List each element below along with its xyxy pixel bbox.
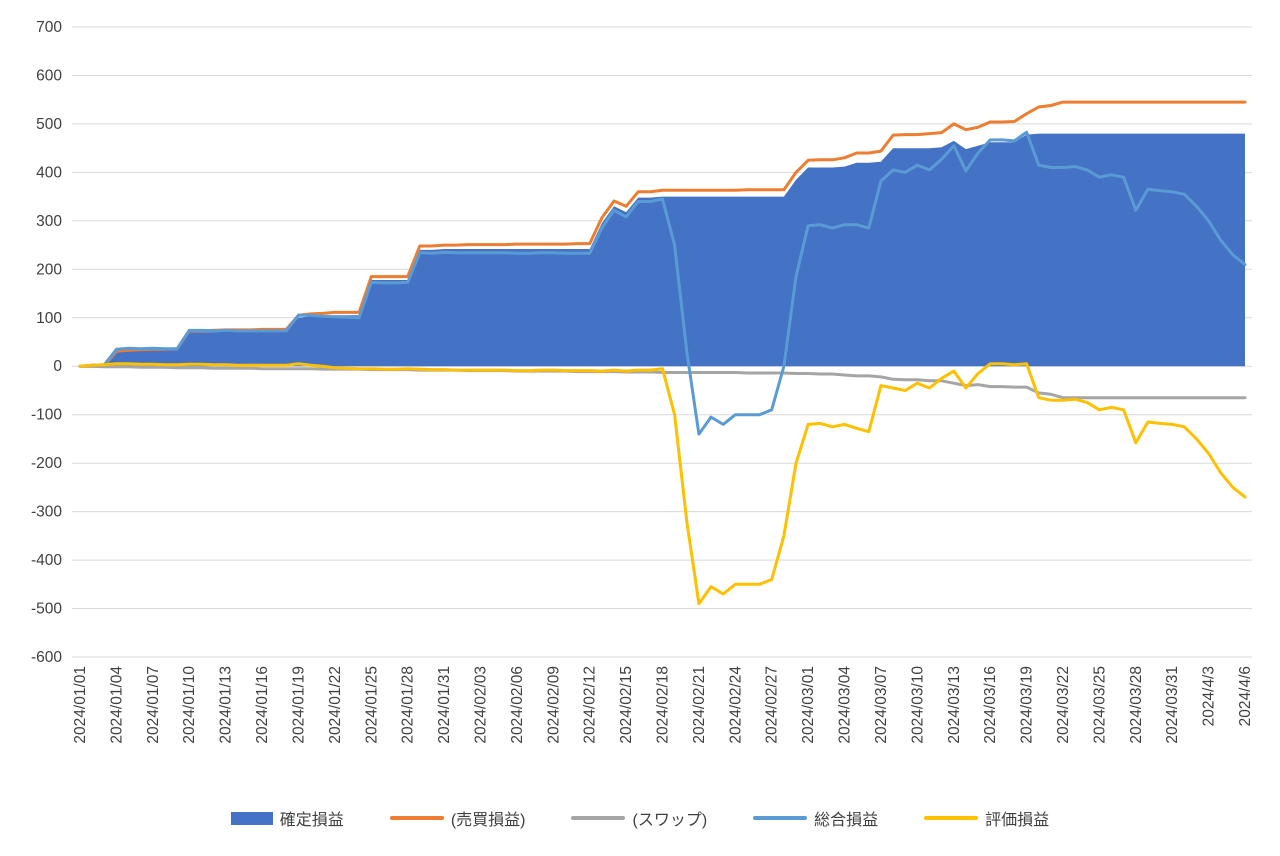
series-total-pl[interactable] (78, 130, 1247, 436)
legend-item-total-pl[interactable]: 総合損益 (753, 806, 878, 830)
x-axis-tick-label: 2024/01/19 (290, 666, 307, 744)
x-axis-tick-label: 2024/01/28 (400, 666, 417, 744)
x-axis-tick-label: 2024/01/07 (145, 666, 162, 744)
x-axis-tick-label: 2024/01/10 (181, 666, 198, 744)
y-axis-tick-label: 300 (36, 213, 62, 230)
x-axis-tick-label: 2024/02/09 (545, 666, 562, 744)
x-axis-tick-label: 2024/03/19 (1019, 666, 1036, 744)
legend-item-trading-pl[interactable]: (売買損益) (389, 806, 526, 830)
x-axis-tick-label: 2024/03/01 (800, 666, 817, 744)
x-axis-tick-label: 2024/02/18 (655, 666, 672, 744)
y-axis-tick-label: -600 (31, 649, 62, 666)
x-axis-tick-label: 2024/02/06 (509, 666, 526, 744)
y-axis-tick-label: -500 (31, 601, 62, 618)
series-valuation-pl[interactable] (78, 362, 1247, 606)
legend-label-trading-pl: (売買損益) (450, 812, 526, 829)
x-axis-tick-label: 2024/02/21 (691, 666, 708, 744)
x-axis-tick-label: 2024/03/13 (946, 666, 963, 744)
y-axis-tick-label: -300 (31, 504, 62, 521)
y-axis-tick-label: 700 (36, 19, 62, 36)
legend-item-swap[interactable]: (スワップ) (571, 806, 707, 830)
y-axis-tick-label: 500 (36, 116, 62, 133)
x-axis-tick-label: 2024/03/07 (873, 666, 890, 744)
x-axis-tick-label: 2024/03/22 (1055, 666, 1072, 744)
x-axis-tick-label: 2024/03/28 (1128, 666, 1145, 744)
legend-swatch-valuation-pl (924, 816, 979, 820)
x-axis-tick-label: 2024/03/16 (982, 666, 999, 744)
x-axis-tick-label: 2024/02/27 (764, 666, 781, 744)
x-axis-tick-label: 2024/01/13 (218, 666, 235, 744)
x-axis-tick-label: 2024/02/03 (473, 666, 490, 744)
x-axis-tick-label: 2024/02/24 (727, 666, 744, 744)
x-axis-tick-label: 2024/03/31 (1164, 666, 1181, 744)
legend-label-confirmed-pl: 確定損益 (279, 812, 344, 829)
legend-swatch-swap (571, 816, 626, 820)
legend-swatch-trading-pl (389, 816, 444, 820)
x-axis-tick-label: 2024/01/25 (363, 666, 380, 744)
legend-label-valuation-pl: 評価損益 (985, 812, 1050, 829)
y-axis-tick-label: 200 (36, 261, 62, 278)
x-axis-tick-label: 2024/02/12 (582, 666, 599, 744)
x-axis-tick-label: 2024/01/16 (254, 666, 271, 744)
y-axis-tick-label: 100 (36, 310, 62, 327)
x-axis-tick-label: 2024/01/31 (436, 666, 453, 744)
legend-swatch-total-pl (753, 816, 808, 820)
x-axis-tick-label: 2024/01/01 (72, 666, 89, 744)
x-axis-tick-label: 2024/03/25 (1091, 666, 1108, 744)
y-axis-tick-label: -100 (31, 407, 62, 424)
chart-plot-area[interactable]: 700 600 500 400 300 200 100 0 -100 -200 -300 -400 -5… (0, 0, 1280, 800)
y-axis-tick-label: 600 (36, 68, 62, 85)
x-axis-tick-label: 2024/01/22 (327, 666, 344, 744)
x-axis-tick-label: 2024/03/10 (909, 666, 926, 744)
series-confirmed-pl[interactable] (80, 133, 1245, 367)
x-axis-tick-label: 2024/4/6 (1237, 666, 1254, 726)
x-axis-tick-label: 2024/02/15 (618, 666, 635, 744)
y-axis-tick-label: -200 (31, 455, 62, 472)
y-axis-tick-label: -400 (31, 552, 62, 569)
legend-swatch-confirmed-pl (230, 811, 273, 825)
legend-item-valuation-pl[interactable]: 評価損益 (924, 806, 1049, 830)
legend-label-total-pl: 総合損益 (814, 812, 879, 829)
y-axis-tick-label: 400 (36, 164, 62, 181)
x-axis-tick-label: 2024/03/04 (837, 666, 854, 744)
legend-label-swap: (スワップ) (632, 812, 708, 829)
y-axis-tick-label: 0 (53, 358, 62, 375)
chart-legend: 確定損益 (売買損益) (スワップ) 総合損益 評価損益 (0, 806, 1280, 830)
legend-item-confirmed-pl[interactable]: 確定損益 (230, 806, 344, 830)
x-axis-tick-label: 2024/4/3 (1201, 666, 1218, 726)
x-axis-tick-label: 2024/01/04 (108, 666, 125, 744)
